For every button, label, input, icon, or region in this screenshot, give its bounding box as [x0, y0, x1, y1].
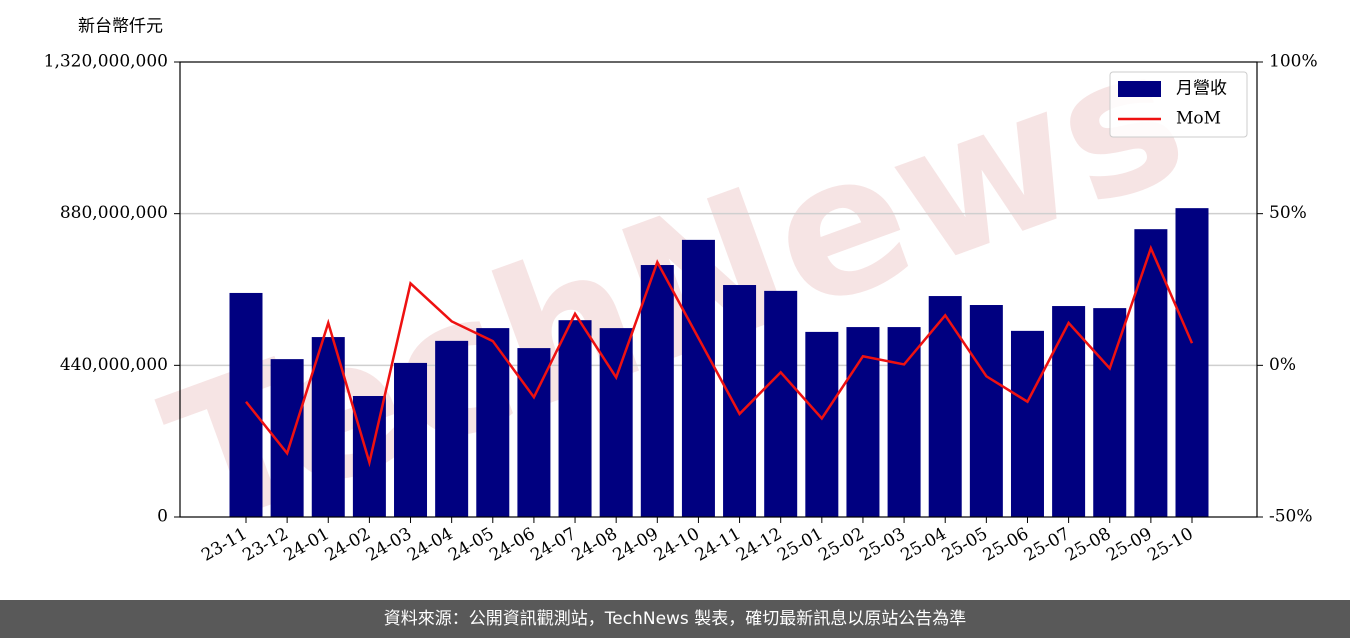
x-tick-label: 25-06 — [980, 524, 1032, 566]
x-tick-label: 25-10 — [1144, 524, 1196, 566]
legend-label: 月營收 — [1176, 79, 1227, 99]
bar — [476, 328, 510, 517]
y2-tick-label: 50% — [1269, 203, 1307, 223]
y-tick-label: 1,320,000,000 — [44, 52, 168, 72]
x-tick-label: 24-06 — [486, 524, 538, 566]
bar — [969, 305, 1003, 517]
x-tick-label: 24-03 — [363, 524, 415, 566]
chart: 新台幣仟元 TechNews0440,000,000880,000,0001,3… — [44, 3, 1318, 572]
bar — [887, 327, 921, 517]
x-tick-label: 25-03 — [856, 524, 908, 566]
x-tick-label: 24-07 — [527, 524, 579, 566]
y2-tick-label: 100% — [1269, 52, 1318, 72]
bar — [599, 328, 633, 517]
bar — [805, 331, 839, 517]
footer: 資料來源：公開資訊觀測站，TechNews 製表，確切最新訊息以原站公告為準 — [0, 600, 1350, 638]
bar — [1052, 306, 1086, 517]
bar — [435, 340, 469, 517]
y-tick-label: 0 — [157, 507, 168, 527]
x-tick-label: 24-12 — [733, 524, 785, 566]
x-tick-label: 24-10 — [651, 524, 703, 566]
x-tick-label: 25-05 — [939, 524, 991, 566]
bar — [311, 337, 345, 517]
bar — [229, 292, 263, 517]
legend-swatch — [1118, 81, 1161, 97]
x-tick-label: 25-04 — [898, 524, 950, 566]
x-tick-label: 25-02 — [815, 524, 867, 566]
x-tick-label: 25-09 — [1103, 524, 1155, 566]
y2-tick-label: 0% — [1269, 355, 1296, 375]
bar — [640, 265, 674, 517]
y2-tick-label: -50% — [1269, 507, 1313, 527]
x-tick-label: 25-07 — [1021, 524, 1073, 566]
bar — [394, 362, 428, 517]
bar — [681, 239, 715, 517]
bar — [764, 290, 798, 517]
y-axis-label: 新台幣仟元 — [78, 17, 163, 37]
legend-label: MoM — [1176, 109, 1221, 129]
x-tick-label: 24-05 — [445, 524, 497, 566]
bar — [558, 320, 592, 517]
y-tick-label: 880,000,000 — [60, 203, 168, 223]
x-tick-label: 24-11 — [692, 524, 744, 566]
bar — [1093, 308, 1127, 517]
bar — [1175, 208, 1209, 517]
x-tick-label: 25-01 — [774, 524, 826, 566]
x-tick-label: 24-04 — [404, 524, 456, 566]
x-tick-label: 24-08 — [568, 524, 620, 566]
x-tick-label: 24-09 — [610, 524, 662, 566]
y-tick-label: 440,000,000 — [60, 355, 168, 375]
line — [245, 244, 1194, 468]
plot-frame — [179, 61, 1258, 518]
bar — [1010, 330, 1044, 517]
x-tick-label: 25-08 — [1062, 524, 1114, 566]
